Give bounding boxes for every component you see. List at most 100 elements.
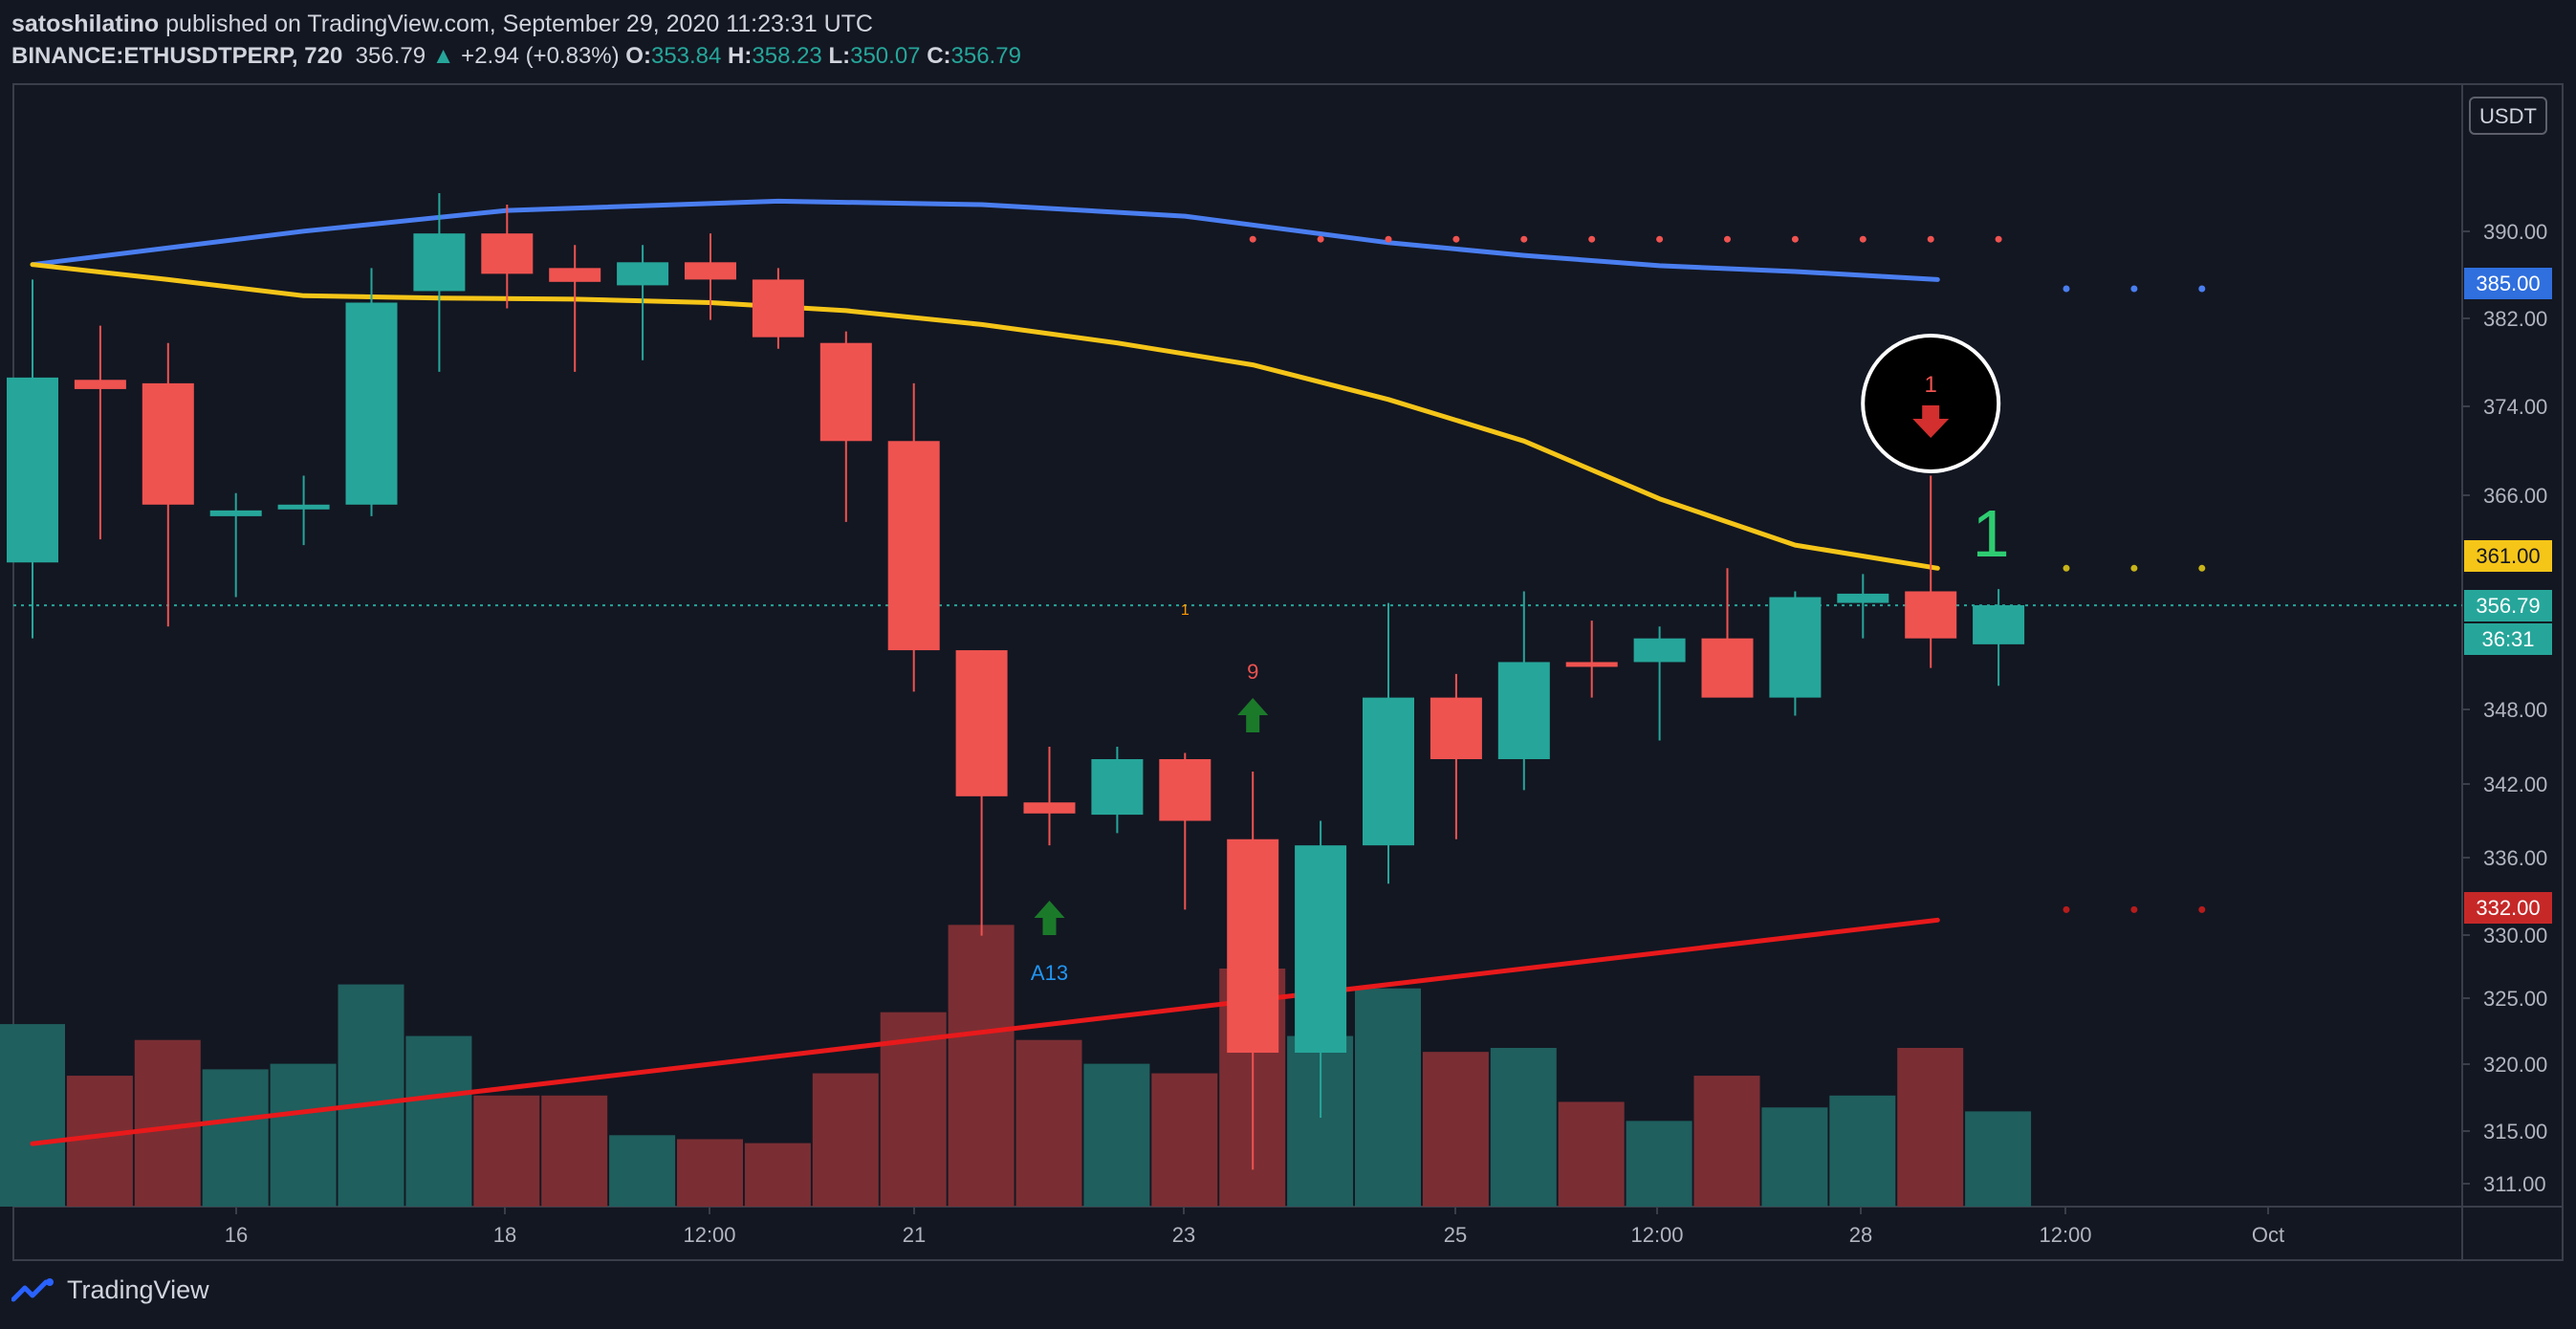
- price-axis-frame: [2461, 83, 2564, 1261]
- time-tick-label: 28: [1849, 1223, 1872, 1247]
- projection-dot: [2198, 564, 2206, 572]
- signal-label-tiny: 1: [1181, 602, 1190, 619]
- candle-body: [142, 382, 194, 505]
- change-arrow-icon: ▲: [431, 43, 455, 69]
- projection-dot: [1588, 235, 1596, 243]
- candle-body: [752, 279, 804, 338]
- volume-bar: [1490, 1048, 1557, 1207]
- volume-bar: [948, 925, 1015, 1207]
- price-tick-label: 330.00: [2483, 924, 2547, 948]
- projection-dot: [1724, 235, 1731, 243]
- candle-body: [1430, 697, 1482, 759]
- candle-body: [1565, 662, 1618, 667]
- volume-bar: [1626, 1121, 1692, 1207]
- projection-dot: [2063, 285, 2070, 293]
- price-tick-label: 374.00: [2483, 395, 2547, 419]
- last-price: 356.79: [355, 43, 426, 69]
- symbol-label[interactable]: BINANCE:ETHUSDTPERP, 720: [11, 43, 343, 69]
- candle-body: [1295, 845, 1347, 1053]
- projection-dot: [2063, 905, 2070, 913]
- time-tick-label: Oct: [2252, 1223, 2284, 1247]
- publish-info: satoshilatino published on TradingView.c…: [11, 8, 1021, 40]
- price-tag-label: 36:31: [2481, 627, 2534, 651]
- candles: [7, 192, 2025, 1170]
- tradingview-brand[interactable]: TradingView: [67, 1275, 209, 1304]
- price-tag: [2464, 892, 2552, 924]
- candle-body: [1159, 759, 1212, 821]
- ma-line-red: [30, 917, 1940, 1146]
- high-value: 358.23: [752, 43, 822, 69]
- projection-dot: [2198, 285, 2206, 293]
- projection-dot: [1791, 235, 1799, 243]
- candle-body: [1837, 593, 1889, 603]
- time-tick-label: 16: [225, 1223, 248, 1247]
- chart-header: satoshilatino published on TradingView.c…: [11, 8, 1021, 73]
- volume-bar: [609, 1135, 676, 1207]
- time-axis-frame: [12, 1206, 2564, 1261]
- ma-line-yellow: [30, 262, 1940, 571]
- volume-bar: [1558, 1101, 1625, 1207]
- volume-bars: [0, 925, 2032, 1207]
- projection-dot: [1927, 235, 1934, 243]
- price-tags: 385.00 361.00 356.79 36:31 332.00: [2464, 268, 2552, 924]
- tradingview-logo-icon[interactable]: [11, 1276, 57, 1305]
- volume-bar: [541, 1095, 608, 1207]
- price-tag-label: 332.00: [2476, 896, 2540, 920]
- time-axis-ticks: 16 18 12:00 21 23 25 12:00 28 12:00 Oct: [225, 1207, 2284, 1247]
- time-tick-label: 18: [493, 1223, 516, 1247]
- volume-bar: [1965, 1111, 2032, 1207]
- price-tag: [2464, 540, 2552, 572]
- signal-label-1: 1: [1925, 372, 1937, 398]
- signal-label-a13: A13: [1031, 961, 1068, 985]
- projection-dot: [1656, 235, 1664, 243]
- price-tag: [2464, 623, 2552, 655]
- projection-dot: [1249, 235, 1256, 243]
- volume-bar: [1693, 1076, 1760, 1207]
- volume-bar: [338, 984, 404, 1207]
- candle-body: [345, 302, 398, 505]
- volume-bar: [744, 1143, 811, 1207]
- signal-label-big-1: 1: [1973, 496, 2010, 571]
- price-tick-label: 366.00: [2483, 484, 2547, 508]
- candle-body: [1363, 697, 1414, 846]
- sell-signal-circle: [1861, 334, 2001, 473]
- price-tag-label: 356.79: [2476, 594, 2540, 618]
- candle-body: [685, 262, 736, 280]
- candle-body: [1497, 662, 1550, 759]
- price-tick-label: 336.00: [2483, 846, 2547, 870]
- time-tick-label: 12:00: [1630, 1223, 1683, 1247]
- price-tick-label: 390.00: [2483, 220, 2547, 244]
- candle-body: [74, 380, 126, 389]
- candle-body: [413, 233, 466, 292]
- time-tick-label: 12:00: [683, 1223, 735, 1247]
- author-name[interactable]: satoshilatino: [11, 11, 160, 37]
- time-tick-label: 25: [1444, 1223, 1467, 1247]
- time-tick-label: 23: [1172, 1223, 1195, 1247]
- volume-bar: [1897, 1048, 1964, 1207]
- price-tag-label: 385.00: [2476, 272, 2540, 295]
- price-tick-label: 382.00: [2483, 307, 2547, 331]
- open-label: O:: [625, 43, 651, 69]
- price-tick-label: 348.00: [2483, 698, 2547, 722]
- price-axis-ticks: 390.00 382.00 374.00 366.00 348.00 342.00 336.…: [2462, 220, 2547, 1196]
- volume-bar: [677, 1139, 743, 1207]
- projection-dot: [2130, 564, 2138, 572]
- volume-bar: [405, 1035, 472, 1207]
- change-value: +2.94 (+0.83%): [461, 43, 620, 69]
- volume-bar: [202, 1069, 269, 1207]
- candle-body: [1091, 759, 1144, 816]
- candle-body: [955, 650, 1008, 796]
- candle-body: [1769, 597, 1822, 698]
- signal-label-9: 9: [1247, 660, 1258, 684]
- candle-body: [1905, 591, 1957, 639]
- time-tick-label: 12:00: [2039, 1223, 2091, 1247]
- buy-arrow-icon: [1034, 901, 1065, 935]
- projection-dot: [2130, 285, 2138, 293]
- candle-body: [277, 504, 330, 510]
- open-value: 353.84: [650, 43, 722, 69]
- close-label: C:: [927, 43, 951, 69]
- volume-bar: [812, 1073, 879, 1207]
- volume-bar: [1015, 1039, 1082, 1207]
- currency-box: [2469, 97, 2547, 135]
